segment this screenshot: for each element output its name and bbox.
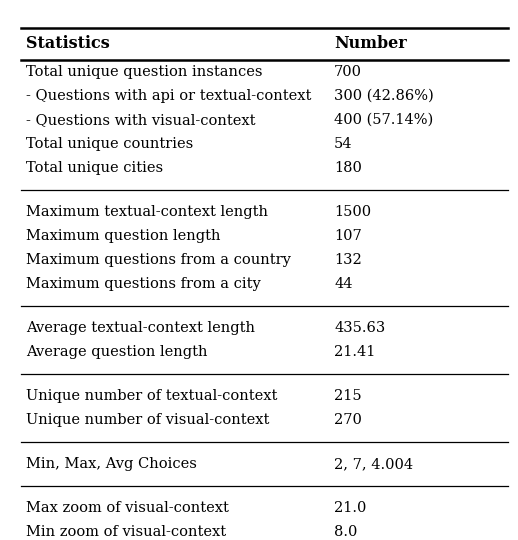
Text: 435.63: 435.63 (334, 321, 385, 335)
Text: - Questions with api or textual-context: - Questions with api or textual-context (26, 89, 311, 103)
Text: 107: 107 (334, 229, 362, 243)
Text: 300 (42.86%): 300 (42.86%) (334, 89, 434, 103)
Text: Max zoom of visual-context: Max zoom of visual-context (26, 501, 229, 515)
Text: 400 (57.14%): 400 (57.14%) (334, 113, 434, 127)
Text: 44: 44 (334, 277, 353, 291)
Text: Min, Max, Avg Choices: Min, Max, Avg Choices (26, 457, 197, 471)
Text: 21.41: 21.41 (334, 345, 376, 359)
Text: Maximum questions from a city: Maximum questions from a city (26, 277, 261, 291)
Text: 180: 180 (334, 161, 362, 175)
Text: Total unique countries: Total unique countries (26, 137, 193, 151)
Text: Number: Number (334, 36, 407, 52)
Text: 1500: 1500 (334, 205, 371, 219)
Text: Average textual-context length: Average textual-context length (26, 321, 255, 335)
Text: 215: 215 (334, 389, 362, 403)
Text: Unique number of visual-context: Unique number of visual-context (26, 413, 269, 427)
Text: 8.0: 8.0 (334, 525, 357, 539)
Text: 270: 270 (334, 413, 362, 427)
Text: Total unique cities: Total unique cities (26, 161, 163, 175)
Text: - Questions with visual-context: - Questions with visual-context (26, 113, 255, 127)
Text: 700: 700 (334, 65, 362, 79)
Text: 21.0: 21.0 (334, 501, 367, 515)
Text: Maximum question length: Maximum question length (26, 229, 220, 243)
Text: 132: 132 (334, 253, 362, 267)
Text: Maximum textual-context length: Maximum textual-context length (26, 205, 268, 219)
Text: Total unique question instances: Total unique question instances (26, 65, 263, 79)
Text: 2, 7, 4.004: 2, 7, 4.004 (334, 457, 413, 471)
Text: Average question length: Average question length (26, 345, 207, 359)
Text: Unique number of textual-context: Unique number of textual-context (26, 389, 277, 403)
Text: Statistics: Statistics (26, 36, 110, 52)
Text: 54: 54 (334, 137, 353, 151)
Text: Min zoom of visual-context: Min zoom of visual-context (26, 525, 226, 539)
Text: Maximum questions from a country: Maximum questions from a country (26, 253, 291, 267)
